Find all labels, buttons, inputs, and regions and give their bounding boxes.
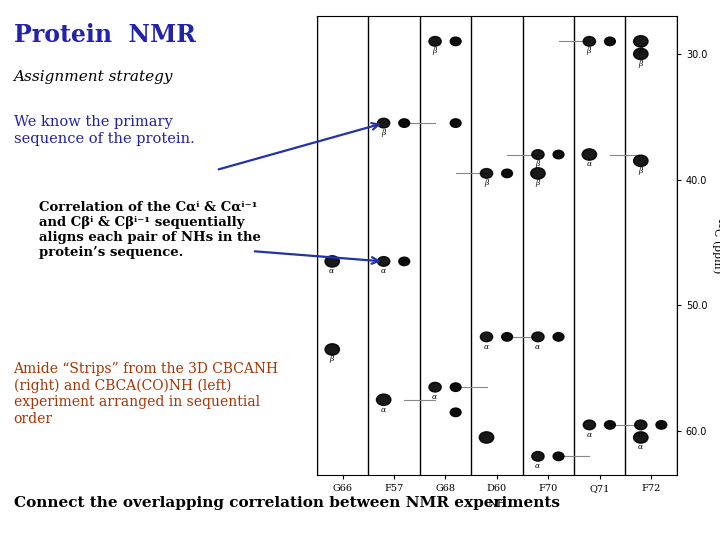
Text: α: α xyxy=(586,160,591,168)
Text: α: α xyxy=(586,431,591,438)
Text: We know the primary
sequence of the protein.: We know the primary sequence of the prot… xyxy=(14,116,194,146)
Ellipse shape xyxy=(480,432,494,443)
Ellipse shape xyxy=(656,421,667,429)
Text: β: β xyxy=(381,129,385,137)
Ellipse shape xyxy=(377,256,390,266)
Ellipse shape xyxy=(480,332,492,342)
Text: β: β xyxy=(433,47,437,55)
Text: α: α xyxy=(381,406,386,414)
Ellipse shape xyxy=(325,256,339,267)
Ellipse shape xyxy=(377,394,391,406)
Text: Correlation of the Cαⁱ & Cαⁱ⁻¹
and Cβⁱ & Cβⁱ⁻¹ sequentially
aligns each pair of : Correlation of the Cαⁱ & Cαⁱ⁻¹ and Cβⁱ &… xyxy=(39,201,261,259)
Ellipse shape xyxy=(532,150,544,159)
Ellipse shape xyxy=(450,383,461,391)
Text: α: α xyxy=(381,267,386,275)
Text: α: α xyxy=(638,431,643,438)
Ellipse shape xyxy=(399,119,410,127)
Ellipse shape xyxy=(605,421,616,429)
Ellipse shape xyxy=(553,150,564,159)
Text: α: α xyxy=(535,462,540,470)
Text: Connect the overlapping correlation between NMR experiments: Connect the overlapping correlation betw… xyxy=(14,496,560,510)
Ellipse shape xyxy=(634,155,648,166)
Ellipse shape xyxy=(605,37,616,45)
Ellipse shape xyxy=(531,168,545,179)
Ellipse shape xyxy=(450,119,461,127)
Text: β: β xyxy=(484,179,488,187)
Ellipse shape xyxy=(583,37,595,46)
Ellipse shape xyxy=(532,332,544,342)
Ellipse shape xyxy=(450,408,461,416)
Text: α: α xyxy=(432,393,437,401)
Ellipse shape xyxy=(502,333,513,341)
Text: β: β xyxy=(638,167,642,174)
Ellipse shape xyxy=(429,37,441,46)
Ellipse shape xyxy=(429,382,441,392)
Y-axis label: $^{13}$C (ppm): $^{13}$C (ppm) xyxy=(708,217,720,274)
Text: β: β xyxy=(638,47,642,55)
Ellipse shape xyxy=(377,118,390,128)
Ellipse shape xyxy=(502,169,513,178)
Text: Assignment strategy: Assignment strategy xyxy=(14,70,173,84)
Ellipse shape xyxy=(532,451,544,461)
Text: β: β xyxy=(535,179,539,187)
Text: α: α xyxy=(535,343,540,350)
Text: Amide “Strips” from the 3D CBCANH
(right) and CBCA(CO)NH (left)
experiment arran: Amide “Strips” from the 3D CBCANH (right… xyxy=(14,362,279,426)
Ellipse shape xyxy=(399,257,410,266)
Text: Protein  NMR: Protein NMR xyxy=(14,23,195,46)
Ellipse shape xyxy=(553,452,564,461)
Ellipse shape xyxy=(634,420,647,430)
Ellipse shape xyxy=(634,48,648,59)
Text: β: β xyxy=(330,355,334,363)
Ellipse shape xyxy=(634,36,648,47)
Ellipse shape xyxy=(480,168,492,178)
Text: β: β xyxy=(587,47,591,55)
Text: β: β xyxy=(535,160,539,168)
Text: α: α xyxy=(638,443,643,451)
Ellipse shape xyxy=(582,149,597,160)
Ellipse shape xyxy=(583,420,595,430)
Ellipse shape xyxy=(553,333,564,341)
Ellipse shape xyxy=(325,344,339,355)
Text: β: β xyxy=(638,60,642,68)
Text: α: α xyxy=(483,343,489,350)
Ellipse shape xyxy=(634,432,648,443)
Text: α: α xyxy=(329,267,334,275)
Ellipse shape xyxy=(450,37,461,45)
X-axis label: NH: NH xyxy=(487,499,507,509)
